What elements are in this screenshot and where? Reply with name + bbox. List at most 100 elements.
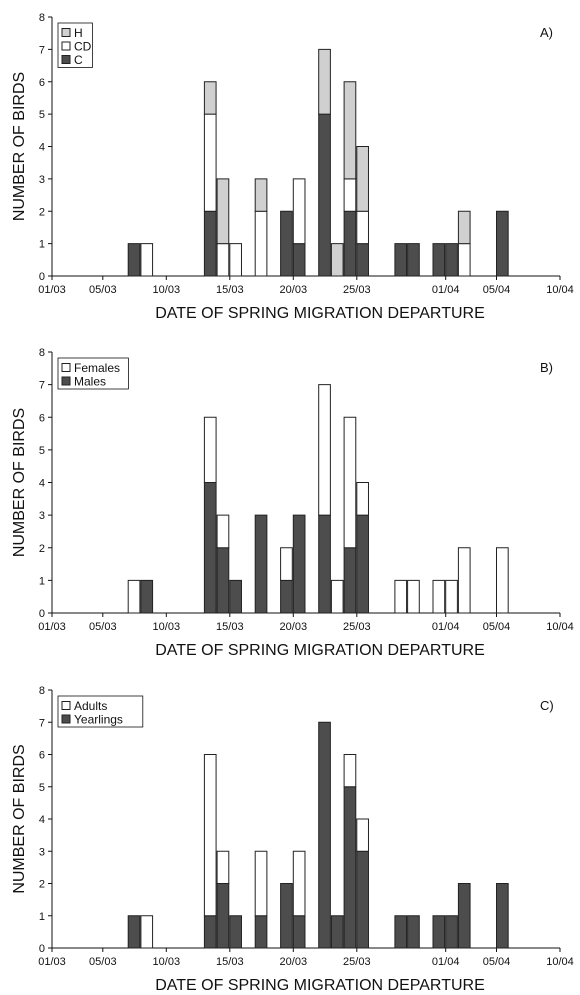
x-tick-label: 01/04 [432, 956, 460, 968]
x-tick-label: 01/04 [432, 284, 460, 296]
legend-swatch-adults [61, 701, 71, 710]
bar-adults-17-03 [254, 850, 268, 917]
bar-females-25-03 [356, 482, 369, 516]
legend-label-yearlings: Yearlings [74, 713, 123, 727]
x-tick-label: 20/03 [280, 621, 308, 633]
legend-swatch-cd [61, 41, 71, 51]
bar-males-24-03 [343, 547, 357, 614]
bar-yearlings-22-03 [318, 721, 331, 949]
bar-males-25-03 [356, 514, 369, 614]
bar-females-22-03 [318, 384, 331, 516]
bar-females-31-03 [432, 579, 446, 614]
bar-males-19-03 [280, 579, 293, 614]
bar-adults-13-03 [203, 754, 217, 917]
x-tick-label: 01/04 [432, 621, 460, 633]
bar-h-22-03 [318, 48, 331, 115]
y-tick-label: 7 [39, 44, 45, 56]
y-tick-label: 4 [39, 814, 45, 826]
bar-c-05-04 [496, 210, 509, 277]
x-tick-label: 01/03 [38, 621, 66, 633]
bar-c-20-03 [292, 243, 306, 277]
y-tick-label: 1 [39, 575, 45, 587]
x-axis-title: DATE OF SPRING MIGRATION DEPARTURE [155, 305, 485, 322]
x-tick-label: 10/03 [153, 284, 181, 296]
bar-males-22-03 [318, 514, 331, 614]
x-tick-label: 10/03 [153, 956, 181, 968]
bar-c-28-03 [394, 243, 408, 277]
bar-cd-17-03 [254, 210, 268, 277]
bar-females-24-03 [343, 416, 357, 549]
chart-panel-3: 0 1 2 3 4 5 6 7 8 01/03 05/03 10/03 15/03 20/03 25/03 0… [11, 685, 574, 994]
x-tick-label: 10/04 [546, 621, 574, 633]
bar-females-07-03 [127, 579, 141, 614]
x-tick-label: 10/04 [546, 284, 574, 296]
y-tick-label: 6 [39, 412, 45, 424]
x-tick-label: 05/04 [483, 621, 511, 633]
bar-cd-15-03 [229, 243, 242, 277]
bar-yearlings-05-04 [496, 883, 509, 949]
y-tick-label: 2 [39, 206, 45, 218]
y-axis-title: NUMBER OF BIRDS [11, 408, 28, 557]
legend-label-cd: CD [74, 40, 92, 54]
x-tick-label: 10/03 [153, 621, 181, 633]
y-tick-label: 4 [39, 142, 45, 154]
x-tick-label: 01/03 [38, 956, 66, 968]
y-tick-label: 3 [39, 510, 45, 522]
y-tick-label: 7 [39, 380, 45, 392]
panel-label: A) [540, 25, 553, 40]
legend-label-adults: Adults [74, 699, 107, 713]
bar-yearlings-29-03 [407, 915, 420, 949]
bar-c-24-03 [343, 210, 357, 277]
bar-cd-25-03 [356, 210, 369, 245]
bar-females-23-03 [330, 579, 344, 614]
bar-cd-24-03 [343, 178, 357, 212]
legend-swatch-yearlings [61, 714, 71, 724]
x-tick-label: 20/03 [280, 284, 308, 296]
x-tick-label: 25/03 [343, 284, 371, 296]
y-tick-label: 6 [39, 77, 45, 89]
bar-h-13-03 [203, 81, 217, 115]
x-tick-label: 20/03 [280, 956, 308, 968]
y-tick-label: 0 [39, 271, 45, 283]
y-tick-label: 8 [39, 685, 45, 697]
x-tick-label: 15/03 [216, 284, 244, 296]
legend-label-females: Females [74, 361, 120, 375]
y-tick-label: 0 [39, 608, 45, 620]
y-tick-label: 8 [39, 347, 45, 359]
bar-females-28-03 [394, 579, 408, 614]
y-tick-label: 7 [39, 717, 45, 729]
bar-h-17-03 [254, 178, 268, 212]
bar-adults-08-03 [140, 915, 154, 949]
x-tick-label: 05/03 [89, 956, 117, 968]
bar-h-14-03 [216, 178, 230, 245]
legend-swatch-c [61, 55, 71, 64]
bar-adults-25-03 [356, 818, 369, 852]
bar-females-02-04 [457, 547, 471, 614]
chart-panel-1: 0 1 2 3 4 5 6 7 8 01/03 05/03 10/03 15/03 20/03 25/03 0… [11, 12, 574, 322]
bar-yearlings-01-04 [445, 915, 458, 949]
x-axis-title: DATE OF SPRING MIGRATION DEPARTURE [155, 977, 485, 994]
bar-females-01-04 [445, 579, 458, 614]
y-tick-label: 0 [39, 943, 45, 955]
bar-c-19-03 [280, 210, 293, 277]
bar-males-20-03 [292, 514, 306, 614]
bar-females-13-03 [203, 416, 217, 483]
bar-adults-24-03 [343, 754, 357, 788]
bar-males-15-03 [229, 579, 242, 614]
bar-yearlings-28-03 [394, 915, 408, 949]
y-tick-label: 3 [39, 846, 45, 858]
bar-cd-14-03 [216, 243, 230, 277]
bar-cd-20-03 [292, 178, 306, 245]
x-tick-label: 10/04 [546, 956, 574, 968]
y-axis-title: NUMBER OF BIRDS [11, 744, 28, 893]
bar-adults-20-03 [292, 850, 306, 917]
bar-females-29-03 [407, 579, 420, 614]
x-tick-label: 05/04 [483, 284, 511, 296]
bar-yearlings-14-03 [216, 883, 230, 949]
bar-cd-13-03 [203, 113, 217, 212]
legend-label-c: C [74, 53, 83, 67]
y-tick-label: 1 [39, 239, 45, 251]
